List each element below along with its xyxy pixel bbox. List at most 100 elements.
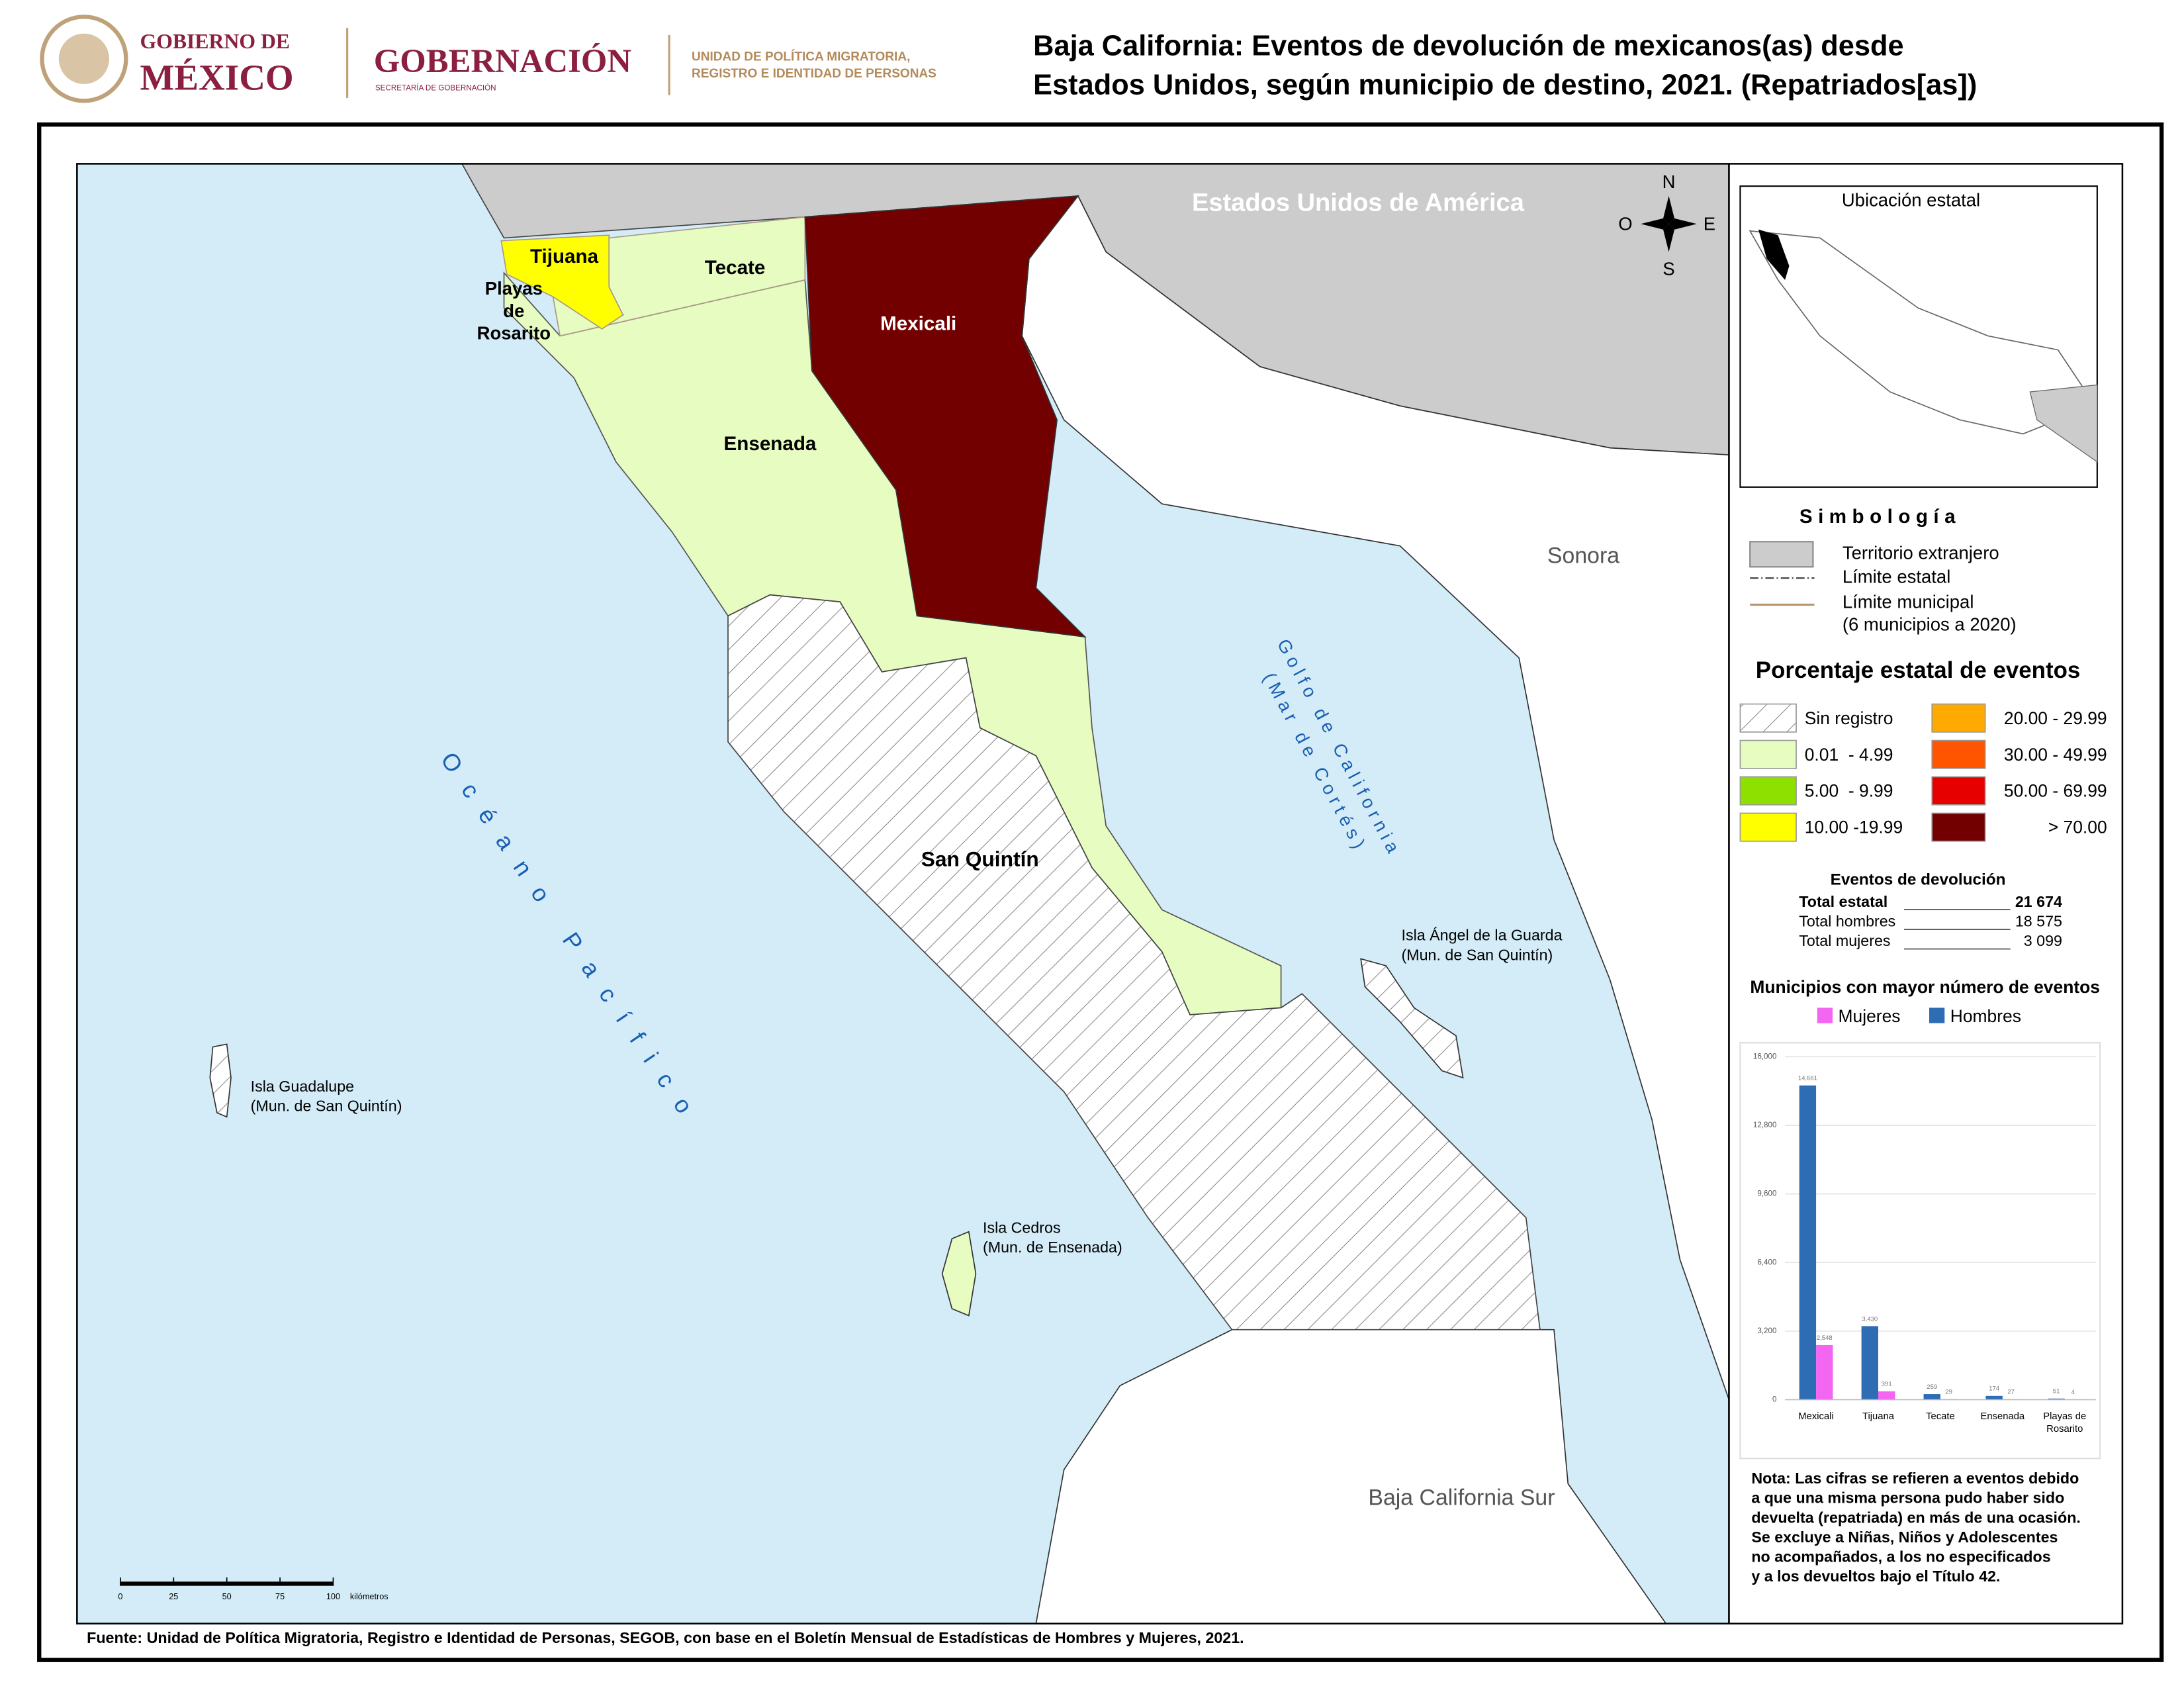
value-label: 391 bbox=[1882, 1381, 1892, 1388]
municipality-label: San Quintín bbox=[921, 847, 1039, 871]
y-tick-label: 12,800 bbox=[1753, 1121, 1777, 1129]
legend-label: 0.01 - 4.99 bbox=[1805, 745, 1893, 765]
note: Nota: Las cifras se refieren a eventos d… bbox=[1751, 1470, 2081, 1585]
legend-swatch bbox=[1739, 812, 1797, 842]
x-tick-label: Mexicali bbox=[1798, 1412, 1834, 1422]
scale-label: 75 bbox=[275, 1592, 285, 1601]
municipality-label: Mexicali bbox=[880, 312, 956, 334]
note-line: Se excluye a Niñas, Niños y Adolescentes bbox=[1751, 1528, 2058, 1546]
x-tick-label-text: Tecate bbox=[1926, 1412, 1955, 1423]
island-label: (Mun. de Ensenada) bbox=[983, 1239, 1122, 1256]
legend-label: 30.00 - 49.99 bbox=[2004, 745, 2107, 765]
scale-unit: kilómetros bbox=[350, 1592, 388, 1601]
x-tick-label-text: Tijuana bbox=[1862, 1412, 1894, 1423]
legend-swatch bbox=[1931, 812, 1986, 842]
scale-label: 25 bbox=[169, 1592, 178, 1601]
scale-label: 50 bbox=[222, 1592, 232, 1601]
island-label: (Mun. de San Quintín) bbox=[251, 1098, 402, 1115]
municipality-label: Rosarito bbox=[477, 323, 551, 344]
compass bbox=[1668, 218, 1697, 230]
logo-text: REGISTRO E IDENTIDAD DE PERSONAS bbox=[692, 67, 936, 81]
note-line: no acompañados, a los no especificados bbox=[1751, 1548, 2050, 1566]
totals-value: 3 099 bbox=[2024, 932, 2062, 949]
state-label: Baja California Sur bbox=[1368, 1485, 1555, 1510]
chart-title: Municipios con mayor número de eventos bbox=[1750, 977, 2100, 997]
tijuana bbox=[500, 234, 624, 330]
y-tick-label: 3,200 bbox=[1757, 1327, 1777, 1335]
value-label: 29 bbox=[1945, 1388, 1952, 1395]
value-label: 14,661 bbox=[1798, 1075, 1817, 1082]
legend-swatch bbox=[1931, 776, 1986, 806]
legend-swatch bbox=[1931, 703, 1986, 733]
municipality-label: Tecate bbox=[705, 257, 766, 279]
symbology-item: Límite municipal bbox=[1843, 592, 1974, 612]
y-tick-label: 0 bbox=[1772, 1395, 1777, 1404]
island-label: Isla Cedros bbox=[983, 1219, 1061, 1237]
legend-label: 50.00 - 69.99 bbox=[2004, 781, 2107, 801]
inset-foreign bbox=[2029, 384, 2098, 463]
legend-label: Sin registro bbox=[1805, 708, 1893, 728]
municipality-label: Ensenada bbox=[724, 433, 817, 455]
chart-frame bbox=[1739, 1042, 2101, 1460]
symbology-title: Simbología bbox=[1799, 506, 1961, 528]
sonora bbox=[1021, 195, 1729, 1400]
totals: Total estatal 21 674 Total hombres 18 575 To… bbox=[1799, 893, 2062, 950]
totals-label: Total estatal bbox=[1799, 893, 1888, 910]
legend-label: Mujeres bbox=[1839, 1006, 1901, 1026]
compass-label: S bbox=[1662, 258, 1674, 279]
mexicali bbox=[804, 195, 1087, 638]
scale-label: 100 bbox=[326, 1592, 340, 1601]
logo-text: SECRETARÍA DE GOBERNACIÓN bbox=[375, 83, 496, 92]
totals-label: Total hombres bbox=[1799, 913, 1895, 930]
scale: 0 25 50 75 100 bbox=[118, 1577, 340, 1601]
symbology-item: (6 municipios a 2020) bbox=[1843, 614, 2017, 634]
bar bbox=[1861, 1326, 1878, 1400]
x-tick-label: Playas de Rosarito bbox=[2043, 1412, 2086, 1434]
logo-text: MÉXICO bbox=[140, 57, 294, 97]
totals-title: Eventos de devolución bbox=[1831, 870, 2006, 888]
x-tick-label: Ensenada bbox=[1980, 1412, 2025, 1423]
logo-text: GOBERNACIÓN bbox=[374, 42, 631, 79]
x-tick-label-text: Ensenada bbox=[1980, 1412, 2025, 1423]
bar bbox=[1985, 1395, 2003, 1400]
legend-label: Hombres bbox=[1950, 1006, 2021, 1026]
value-label: 259 bbox=[1927, 1383, 1937, 1391]
island bbox=[209, 1043, 232, 1118]
legend-swatch bbox=[1739, 703, 1797, 733]
map bbox=[77, 164, 1729, 1624]
value-label: 51 bbox=[2053, 1388, 2060, 1395]
bar bbox=[1816, 1344, 1833, 1400]
state-label: Sonora bbox=[1547, 543, 1619, 568]
compass-label: E bbox=[1704, 214, 1715, 234]
island-label: Isla Ángel de la Guarda bbox=[1402, 927, 1563, 944]
baja-california-sur bbox=[1035, 1329, 1667, 1624]
value-label: 27 bbox=[2007, 1388, 2015, 1395]
bar bbox=[1923, 1394, 1940, 1400]
y-tick-label: 9,600 bbox=[1757, 1190, 1777, 1198]
legend-swatch bbox=[1739, 776, 1797, 806]
x-tick-label: Tijuana bbox=[1862, 1412, 1894, 1423]
municipality-label: Tijuana bbox=[530, 246, 599, 267]
note-line: Nota: Las cifras se refieren a eventos d… bbox=[1751, 1470, 2079, 1487]
bar bbox=[1799, 1085, 1817, 1400]
note-line: devuelta (repatriada) en más de una ocas… bbox=[1751, 1509, 2081, 1526]
bar bbox=[1878, 1391, 1895, 1400]
compass bbox=[1663, 224, 1674, 252]
symbology-item: Territorio extranjero bbox=[1843, 543, 1999, 563]
legend-title: Porcentaje estatal de eventos bbox=[1756, 657, 2081, 683]
inset-state bbox=[1758, 229, 1790, 280]
compass-label: O bbox=[1618, 214, 1632, 234]
value-label: 4 bbox=[2071, 1389, 2075, 1396]
san-quintin bbox=[727, 594, 1541, 1331]
logo-text: GOBIERNO DE bbox=[140, 30, 291, 53]
title: Baja California: Eventos de devolución d… bbox=[1033, 30, 1903, 62]
seal bbox=[40, 15, 128, 103]
y-tick-label: 16,000 bbox=[1753, 1052, 1777, 1060]
note-line: a que una misma persona pudo haber sido bbox=[1751, 1489, 2064, 1507]
compass bbox=[1663, 196, 1674, 224]
logo-text: UNIDAD DE POLÍTICA MIGRATORIA, bbox=[692, 50, 910, 64]
country-label: Estados Unidos de América bbox=[1192, 189, 1525, 217]
value-label: 2,548 bbox=[1817, 1335, 1833, 1342]
legend-label: 5.00 - 9.99 bbox=[1805, 781, 1893, 801]
